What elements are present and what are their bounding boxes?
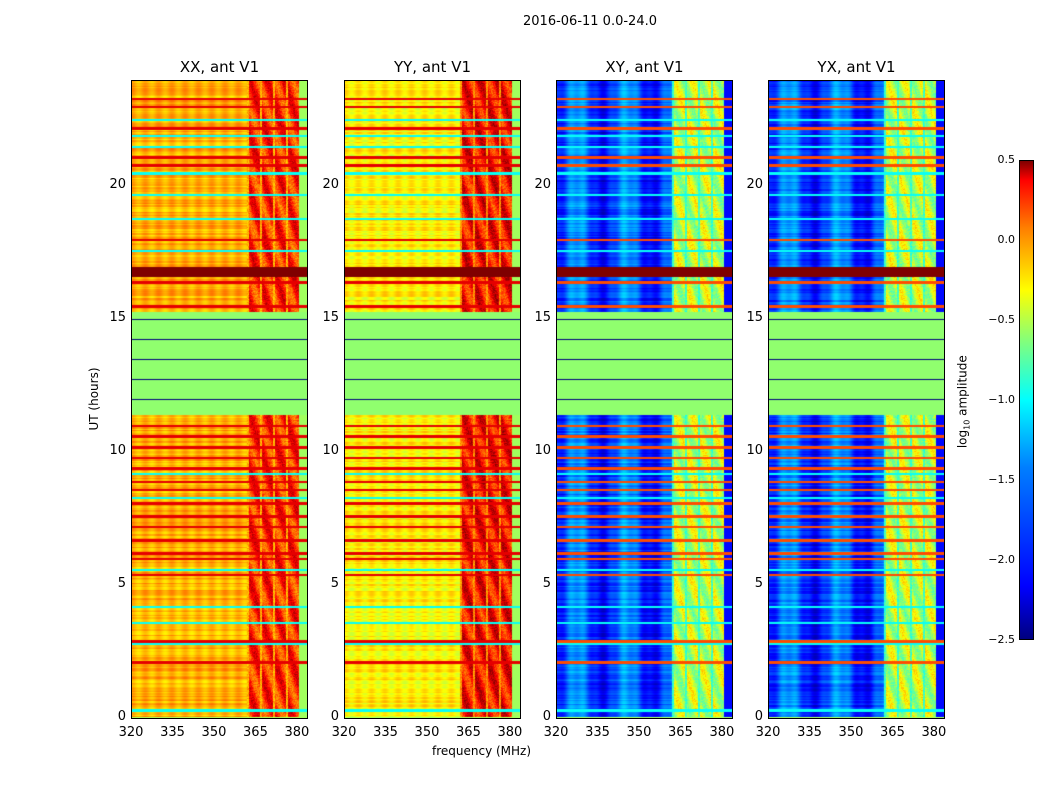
y-tick-label: 10 xyxy=(534,442,551,458)
y-tick-label: 0 xyxy=(754,709,763,724)
y-tick-label: 15 xyxy=(109,309,126,325)
colorbar xyxy=(1019,160,1034,640)
colorbar-tick-label: −2.5 xyxy=(988,633,1015,646)
y-tick-label: 20 xyxy=(534,176,551,192)
x-tick-label: 350 xyxy=(201,725,227,740)
heatmap xyxy=(344,80,521,719)
y-tick-label: 20 xyxy=(746,176,763,192)
x-tick-label: 365 xyxy=(243,725,268,740)
colorbar-tick-label: 0.0 xyxy=(997,233,1016,246)
heatmap xyxy=(556,80,733,719)
y-tick-label: 5 xyxy=(542,575,551,591)
y-tick-label: 5 xyxy=(117,575,126,591)
y-tick-label: 0 xyxy=(330,709,339,724)
x-tick-label: 335 xyxy=(585,725,610,740)
y-tick-label: 10 xyxy=(322,442,339,458)
x-tick-label: 380 xyxy=(497,725,523,740)
axes-frame xyxy=(768,80,945,719)
x-tick-label: 380 xyxy=(921,725,947,740)
x-tick-label: 335 xyxy=(797,725,822,740)
y-tick-label: 15 xyxy=(534,309,551,325)
y-tick-label: 15 xyxy=(746,309,763,325)
x-tick-label: 350 xyxy=(838,725,864,740)
y-tick-label: 0 xyxy=(117,709,126,724)
colorbar-label: log10 amplitude xyxy=(955,355,972,449)
colorbar-tick-label: −1.0 xyxy=(988,393,1015,406)
axes-frame xyxy=(344,80,521,719)
x-tick-label: 380 xyxy=(709,725,735,740)
x-tick-label: 365 xyxy=(456,725,481,740)
colorbar-tick-label: 0.5 xyxy=(997,153,1016,166)
x-tick-label: 335 xyxy=(160,725,185,740)
x-tick-label: 350 xyxy=(414,725,440,740)
colorbar-tick-label: −0.5 xyxy=(988,313,1015,326)
y-axis-label: UT (hours) xyxy=(87,367,101,431)
y-tick-label: 0 xyxy=(542,709,551,724)
y-tick-label: 5 xyxy=(330,575,339,591)
x-tick-label: 320 xyxy=(755,725,781,740)
panel-yx: YX, ant V1 xyxy=(768,58,945,719)
colorbar-tick-label: −2.0 xyxy=(988,553,1015,566)
y-tick-label: 10 xyxy=(109,442,126,458)
y-tick-label: 5 xyxy=(754,575,763,591)
colorbar-tick-label: −1.5 xyxy=(988,473,1015,486)
axes-frame xyxy=(131,80,308,719)
x-axis-label: frequency (MHz) xyxy=(432,744,532,758)
panel-title: YY, ant V1 xyxy=(393,58,471,76)
figure-title: 2016-06-11 0.0-24.0 xyxy=(523,14,657,29)
y-tick-label: 10 xyxy=(746,442,763,458)
x-tick-label: 365 xyxy=(880,725,905,740)
x-tick-label: 335 xyxy=(373,725,398,740)
panel-xy: XY, ant V1 xyxy=(556,58,733,719)
x-tick-label: 320 xyxy=(331,725,357,740)
heatmap xyxy=(131,80,308,719)
y-tick-label: 15 xyxy=(322,309,339,325)
panel-xx: XX, ant V1 xyxy=(131,58,308,719)
heatmap xyxy=(768,80,945,719)
x-tick-label: 380 xyxy=(284,725,310,740)
x-tick-label: 350 xyxy=(626,725,652,740)
panel-title: XX, ant V1 xyxy=(179,58,260,76)
panel-yy: YY, ant V1 xyxy=(344,58,521,719)
x-tick-label: 365 xyxy=(668,725,693,740)
y-tick-label: 20 xyxy=(109,176,126,192)
x-tick-label: 320 xyxy=(543,725,569,740)
panel-title: XY, ant V1 xyxy=(605,58,684,76)
y-tick-label: 20 xyxy=(322,176,339,192)
axes-frame xyxy=(556,80,733,719)
panel-title: YX, ant V1 xyxy=(817,58,896,76)
x-tick-label: 320 xyxy=(118,725,144,740)
